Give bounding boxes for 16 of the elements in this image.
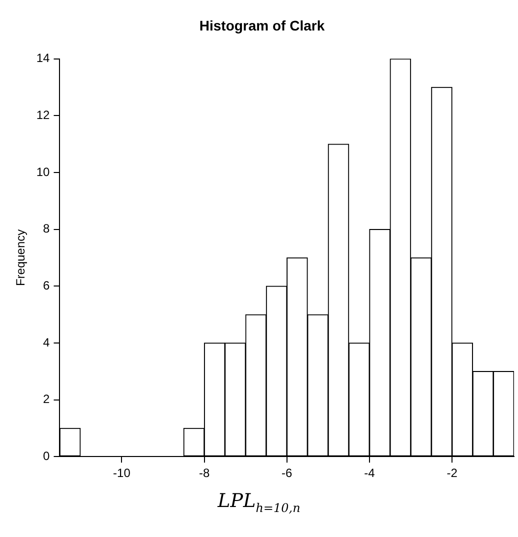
chart-title: Histogram of Clark: [199, 17, 325, 34]
y-tick-label: 10: [36, 164, 50, 179]
x-tick-label: -10: [113, 466, 131, 480]
x-tick-label: -8: [198, 466, 210, 480]
y-tick-label: 12: [36, 108, 50, 122]
y-tick-label: 4: [43, 335, 50, 350]
y-tick-label: 2: [43, 392, 50, 406]
y-tick-label: 6: [43, 278, 50, 292]
y-axis-title: Frequency: [14, 229, 28, 286]
y-tick-label: 8: [43, 222, 50, 236]
y-tick-label: 0: [43, 448, 50, 463]
x-tick-label: -6: [282, 466, 293, 480]
x-axis-title: LPL$_{h=10,n}$: [216, 490, 302, 515]
x-tick-label: -4: [364, 466, 376, 480]
x-tick-label: -2: [446, 466, 458, 480]
y-tick-label: 14: [36, 51, 50, 66]
